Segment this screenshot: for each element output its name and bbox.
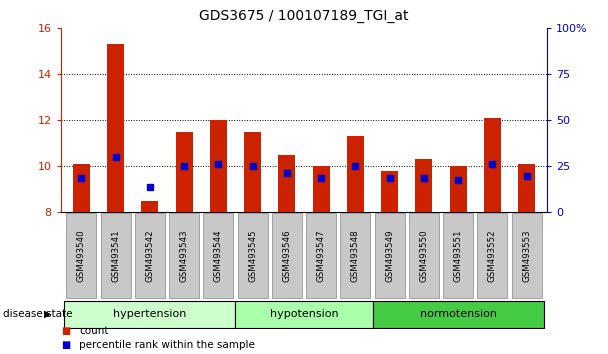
Text: GSM493541: GSM493541 [111,229,120,282]
Text: hypertension: hypertension [113,309,187,319]
Point [213,161,223,167]
Text: hypotension: hypotension [270,309,338,319]
FancyBboxPatch shape [409,213,439,298]
Point [385,175,395,181]
Bar [141,201,159,212]
Point [316,175,326,181]
FancyBboxPatch shape [272,213,302,298]
Text: GSM493553: GSM493553 [522,229,531,282]
Text: disease state: disease state [3,309,72,319]
Text: GSM493552: GSM493552 [488,229,497,282]
Text: normotension: normotension [420,309,497,319]
Bar [244,132,261,212]
Text: count: count [79,326,109,336]
Point [282,171,292,176]
Bar [313,166,330,212]
Bar [484,118,501,212]
Text: GSM493547: GSM493547 [317,229,326,282]
FancyBboxPatch shape [100,213,131,298]
Point [247,164,257,169]
Point [179,164,189,169]
Point [488,161,497,167]
Text: GSM493540: GSM493540 [77,229,86,282]
Point [522,173,531,178]
FancyBboxPatch shape [306,213,336,298]
Bar [449,166,467,212]
FancyBboxPatch shape [511,213,542,298]
Point [454,177,463,183]
Bar [176,132,193,212]
FancyBboxPatch shape [340,213,370,298]
Text: GSM493551: GSM493551 [454,229,463,282]
FancyBboxPatch shape [373,301,544,328]
FancyBboxPatch shape [135,213,165,298]
FancyBboxPatch shape [64,301,235,328]
FancyBboxPatch shape [443,213,473,298]
FancyBboxPatch shape [235,301,373,328]
Text: GSM493550: GSM493550 [420,229,429,282]
Bar [518,164,535,212]
Text: ■: ■ [61,326,70,336]
Bar [347,137,364,212]
Bar [210,120,227,212]
Text: ▶: ▶ [44,309,51,319]
Text: GSM493549: GSM493549 [385,229,394,282]
Text: ■: ■ [61,340,70,350]
Text: GSM493543: GSM493543 [179,229,188,282]
Bar [278,155,295,212]
Text: GSM493545: GSM493545 [248,229,257,282]
Text: GDS3675 / 100107189_TGI_at: GDS3675 / 100107189_TGI_at [199,9,409,23]
Text: GSM493548: GSM493548 [351,229,360,282]
Point [145,184,154,190]
FancyBboxPatch shape [375,213,405,298]
Text: GSM493546: GSM493546 [282,229,291,282]
Point [351,164,361,169]
Bar [415,159,432,212]
FancyBboxPatch shape [203,213,233,298]
Bar [107,45,124,212]
Text: percentile rank within the sample: percentile rank within the sample [79,340,255,350]
FancyBboxPatch shape [238,213,268,298]
FancyBboxPatch shape [169,213,199,298]
Point [77,175,86,181]
Bar [73,164,90,212]
Point [419,175,429,181]
FancyBboxPatch shape [66,213,97,298]
FancyBboxPatch shape [477,213,508,298]
Bar [381,171,398,212]
Text: GSM493542: GSM493542 [145,229,154,282]
Text: GSM493544: GSM493544 [214,229,223,282]
Point [111,154,120,160]
